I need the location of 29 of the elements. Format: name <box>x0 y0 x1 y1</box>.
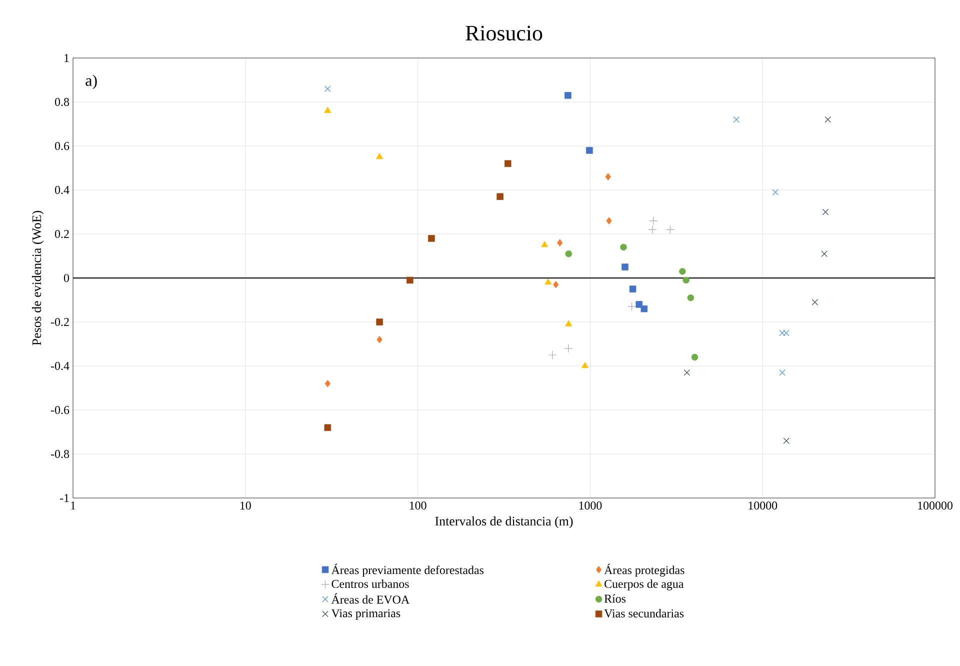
x-axis-title: Intervalos de distancia (m) <box>435 516 573 528</box>
y-tick-label: 0.6 <box>54 142 70 150</box>
legend-label: Vias secundarias <box>604 609 684 618</box>
x-tick-label: 1 <box>71 502 76 510</box>
y-tick-label: -1 <box>60 494 69 502</box>
legend-label: Áreas previamente deforestadas <box>331 564 484 577</box>
x-tick-label: 10000 <box>748 502 778 510</box>
x-tick-label: 100 <box>410 502 426 510</box>
y-tick-label: -0.4 <box>50 362 70 370</box>
legend-label: Áreas de EVOA <box>331 593 410 604</box>
y-tick-label: 0.2 <box>54 230 69 238</box>
chart-title: Riosucio <box>466 26 542 41</box>
x-tick-label: 10 <box>240 502 251 510</box>
y-tick-label: 0.4 <box>54 186 70 194</box>
y-tick-label: 0.8 <box>54 98 70 106</box>
y-tick-label: 1 <box>64 54 69 62</box>
y-tick-label: -0.2 <box>50 318 69 326</box>
y-tick-label: -0.8 <box>50 450 70 458</box>
legend-label: Áreas protegidas <box>604 564 684 577</box>
x-tick-label: 100000 <box>918 502 952 510</box>
legend-label: Centros urbanos <box>332 580 409 588</box>
y-tick-label: -0.6 <box>50 406 70 414</box>
legend-label: Cuerpos de agua <box>604 580 684 590</box>
y-axis-title: Pesos de evidencia (WoE) <box>32 210 44 346</box>
y-tick-label: 0 <box>64 274 70 282</box>
annotation: a) <box>86 74 97 90</box>
x-tick-label: 1000 <box>579 502 602 510</box>
legend-label: Ríos <box>604 594 626 603</box>
legend-label: Vias primarias <box>331 609 400 620</box>
